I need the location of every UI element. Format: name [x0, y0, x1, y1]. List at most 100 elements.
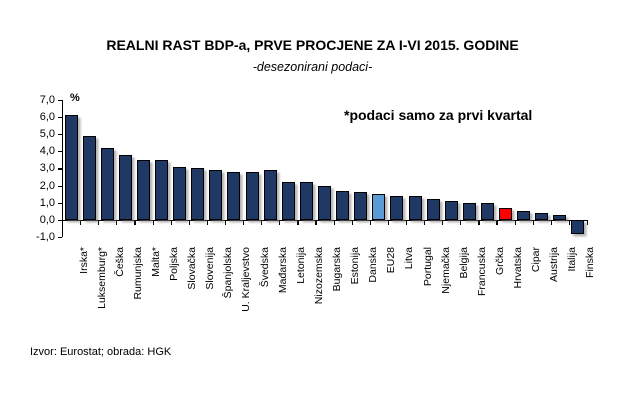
bar-gr-ka: [480, 202, 494, 220]
category-label: Danska: [367, 247, 380, 283]
category-label: Luksemburg*: [95, 247, 108, 309]
bar-rumunjska: [118, 154, 132, 220]
x-tick-mark: [478, 220, 480, 225]
y-tick-mark: [58, 116, 62, 118]
x-tick-mark: [369, 220, 371, 225]
y-tick-label: -1,0: [36, 231, 55, 244]
category-label: Cipar: [530, 247, 543, 273]
category-label: Njemačka: [439, 247, 452, 294]
x-tick-mark: [351, 220, 353, 225]
x-tick-mark: [514, 220, 516, 225]
bar-cipar: [517, 211, 531, 220]
bar-portugal: [408, 195, 422, 220]
y-tick-mark: [58, 168, 62, 170]
category-label: Hrvatska: [512, 247, 525, 289]
x-tick-mark: [405, 220, 408, 225]
x-tick-mark: [116, 220, 118, 225]
category-label: Španjolska: [222, 247, 235, 299]
chart-source: Izvor: Eurostat; obrada: HGK: [30, 346, 172, 358]
bar-litva: [390, 195, 404, 220]
bar-ma-arska: [263, 170, 277, 220]
x-tick-mark: [243, 220, 245, 225]
chart-subtitle: -desezonirani podaci-: [252, 60, 373, 74]
y-tick-label: 1,0: [39, 196, 55, 209]
x-tick-mark: [387, 220, 390, 225]
category-label: U. Kraljevstvo: [240, 247, 253, 312]
y-tick-label: 7,0: [39, 93, 55, 106]
y-tick-mark: [58, 134, 62, 136]
y-tick-label: 2,0: [39, 179, 55, 192]
x-tick-mark: [279, 220, 281, 225]
x-tick-mark: [134, 220, 136, 225]
y-axis: [62, 99, 64, 238]
y-tick-mark: [58, 99, 62, 101]
category-label: Grčka: [493, 247, 506, 276]
x-tick-mark: [568, 220, 571, 225]
bar-irska: [64, 115, 78, 220]
bar-estonija: [336, 190, 350, 220]
bar-njema-ka: [426, 199, 440, 220]
bar-finska: [571, 220, 585, 234]
x-tick-mark: [532, 220, 534, 225]
x-tick-mark: [170, 220, 172, 225]
chart-title: REALNI RAST BDP-a, PRVE PROCJENE ZA I-VI…: [106, 37, 519, 53]
x-tick-mark: [152, 220, 154, 225]
category-label: Malta*: [149, 247, 162, 277]
x-tick-mark: [496, 220, 498, 225]
bar-italija: [553, 214, 567, 220]
category-label: Bugarska: [331, 247, 343, 292]
bar-nizozemska: [299, 182, 313, 220]
category-label: Litva: [403, 247, 416, 270]
y-tick-label: 4,0: [39, 145, 55, 158]
category-label: Rumunjska: [131, 247, 144, 300]
category-label: Belgija: [457, 247, 470, 279]
y-tick-label: 3,0: [39, 162, 55, 175]
category-label: Irska*: [77, 247, 90, 274]
bar-eu28: [372, 194, 386, 220]
category-label: Italija: [566, 247, 579, 272]
bar-luksemburg: [82, 135, 96, 220]
x-tick-mark: [224, 220, 227, 225]
x-tick-mark: [80, 220, 82, 225]
x-tick-mark: [442, 220, 444, 225]
category-label: Slovačka: [186, 247, 199, 290]
bar-poljska: [155, 159, 169, 220]
category-label: Slovenija: [204, 247, 217, 290]
bar-malta: [136, 159, 150, 220]
x-tick-mark: [297, 220, 299, 225]
x-tick-mark: [98, 220, 100, 225]
category-label: Francuska: [475, 247, 488, 297]
first-quarter-note: *podaci samo za prvi kvartal: [344, 107, 533, 123]
x-tick-mark: [460, 220, 462, 225]
x-tick-mark: [424, 220, 426, 225]
x-tick-mark: [188, 220, 190, 225]
y-tick-mark: [58, 185, 62, 187]
y-tick-mark: [58, 220, 62, 222]
y-tick-mark: [58, 237, 62, 239]
x-axis: [62, 220, 587, 222]
y-tick-mark: [58, 151, 62, 153]
category-label: Poljska: [168, 247, 181, 281]
category-label: Mađarska: [276, 247, 289, 294]
category-label: Estonija: [349, 247, 362, 285]
y-tick-mark: [58, 202, 62, 204]
bar-slova-ka: [173, 166, 187, 220]
bar-belgija: [444, 201, 458, 220]
y-tick-label: 6,0: [39, 110, 55, 123]
category-label: Portugal: [421, 247, 434, 287]
bar-letonija: [281, 182, 295, 220]
category-label: Švedska: [258, 247, 271, 288]
category-label: Letonija: [294, 247, 307, 284]
y-axis-unit-label: %: [70, 92, 80, 104]
bar-danska: [354, 192, 368, 220]
y-tick-label: 5,0: [39, 128, 55, 140]
category-label: Finska: [584, 247, 597, 278]
bar-slovenija: [191, 168, 205, 220]
x-tick-mark: [550, 220, 552, 225]
bar-u-kraljevstvo: [227, 171, 241, 220]
bar-austrija: [535, 213, 549, 220]
bar--e-ka: [100, 147, 114, 220]
category-label: Češka: [113, 247, 126, 277]
bar--vedska: [245, 171, 259, 220]
